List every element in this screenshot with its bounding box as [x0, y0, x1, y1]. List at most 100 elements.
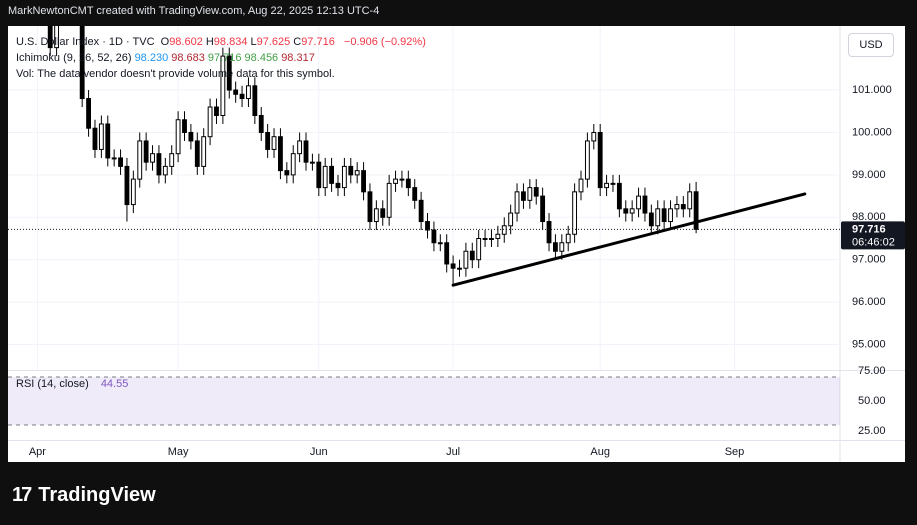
candle-body [118, 157, 123, 167]
readout-value: 97.716 [301, 36, 335, 48]
trendline [451, 192, 807, 287]
candle-body [124, 165, 130, 206]
candle-body [591, 131, 597, 142]
y-tick-label: 101.000 [852, 84, 892, 96]
indicator-name: Ichimoku (9, 26, 52, 26) [16, 52, 132, 64]
candle-body [616, 182, 622, 210]
candle-body [226, 55, 232, 91]
candle-body [207, 106, 213, 138]
rsi-tick-label: 75.00 [858, 365, 886, 377]
candle-body [271, 136, 277, 150]
indicator-value: 98.317 [281, 52, 315, 64]
rsi-legend: RSI (14, close) 44.55 [16, 378, 131, 390]
candle-body [636, 195, 641, 210]
candle-body [329, 165, 335, 184]
candle-body [297, 140, 303, 155]
candle-body [559, 242, 565, 252]
candle-body [220, 55, 226, 116]
candle-body [79, 26, 85, 100]
candle-body [508, 212, 514, 227]
candle-body [86, 98, 91, 129]
y-tick-label: 95.000 [852, 338, 886, 350]
rsi-title: RSI (14, close) [16, 378, 89, 390]
x-tick-label: Jun [310, 446, 328, 458]
chart-background [8, 26, 905, 462]
candle-body [533, 187, 539, 197]
last-price-box [841, 221, 905, 250]
candle-body [553, 242, 558, 252]
candle-body [137, 140, 143, 180]
y-tick-label: 98.000 [852, 211, 886, 223]
readout-label: L [250, 36, 257, 48]
candle-body [687, 191, 693, 210]
candle-body [169, 153, 175, 167]
candle-body [188, 131, 194, 142]
candle-body [674, 204, 680, 210]
indicator-value: 98.456 [244, 52, 279, 64]
indicator-row: Ichimoku (9, 26, 52, 26) 98.230 98.683 97.7… [16, 52, 318, 64]
x-tick-label: Aug [590, 446, 610, 458]
symbol-title: U.S. Dollar Index · 1D · TVC [16, 36, 155, 48]
candle-body [546, 221, 552, 244]
candle-body [92, 127, 98, 150]
candle-body [111, 157, 117, 160]
candle-body [284, 170, 290, 176]
candle-body [258, 114, 264, 133]
logo-mark: 17 [12, 484, 32, 506]
candle-body [450, 263, 456, 269]
candle-body [354, 170, 360, 176]
candle-body [655, 208, 661, 227]
candle-body [239, 93, 245, 100]
candle-body [629, 208, 635, 214]
candle-body [623, 208, 629, 214]
candle-body [54, 26, 60, 49]
candle-body [578, 178, 584, 193]
candle-body [309, 161, 315, 164]
candle-body [425, 221, 430, 231]
candle-body [489, 238, 494, 241]
candle-body [521, 191, 526, 201]
rsi-tick-label: 25.00 [858, 425, 886, 437]
candle-body [194, 140, 200, 167]
x-tick-label: May [168, 446, 189, 458]
candle-body [597, 131, 603, 189]
rsi-band [8, 376, 840, 425]
candle-body [431, 229, 437, 244]
x-tick-label: Apr [29, 446, 46, 458]
y-tick-label: 96.000 [852, 296, 886, 308]
readout-value: 97.625 [256, 36, 291, 48]
indicator-value: 97.716 [207, 52, 242, 64]
readout-label: O [160, 36, 170, 48]
candle-body [604, 182, 609, 189]
last-price-label: 97.716 [852, 223, 886, 235]
candle-body [130, 178, 136, 206]
x-tick-label: Sep [725, 446, 745, 458]
candle-body [393, 178, 398, 184]
candle-body [150, 153, 155, 163]
change: −0.906 (−0.92%) [343, 36, 426, 48]
price-pane [8, 26, 840, 370]
candle-body [565, 233, 571, 244]
indicator-value: 98.683 [171, 52, 205, 64]
candle-body [648, 212, 654, 227]
candle-body [469, 250, 475, 261]
readout-label: C [293, 36, 302, 48]
candle-body [405, 178, 411, 189]
currency-button[interactable]: USD [848, 33, 894, 57]
countdown: 06:46:02 [852, 236, 895, 248]
candle-body [335, 182, 341, 189]
candle-body [278, 136, 283, 172]
readout-label: H [205, 36, 214, 48]
candle-body [290, 153, 296, 176]
candle-body [162, 165, 168, 176]
indicator-row: Vol: The data vendor doesn't provide vol… [16, 68, 338, 80]
candle-body [98, 123, 104, 150]
candle-body [214, 106, 219, 116]
candle-body [47, 26, 53, 49]
candle-body [495, 233, 501, 240]
candle-body [693, 191, 699, 230]
candle-body [182, 119, 187, 133]
candle-body [322, 165, 328, 189]
